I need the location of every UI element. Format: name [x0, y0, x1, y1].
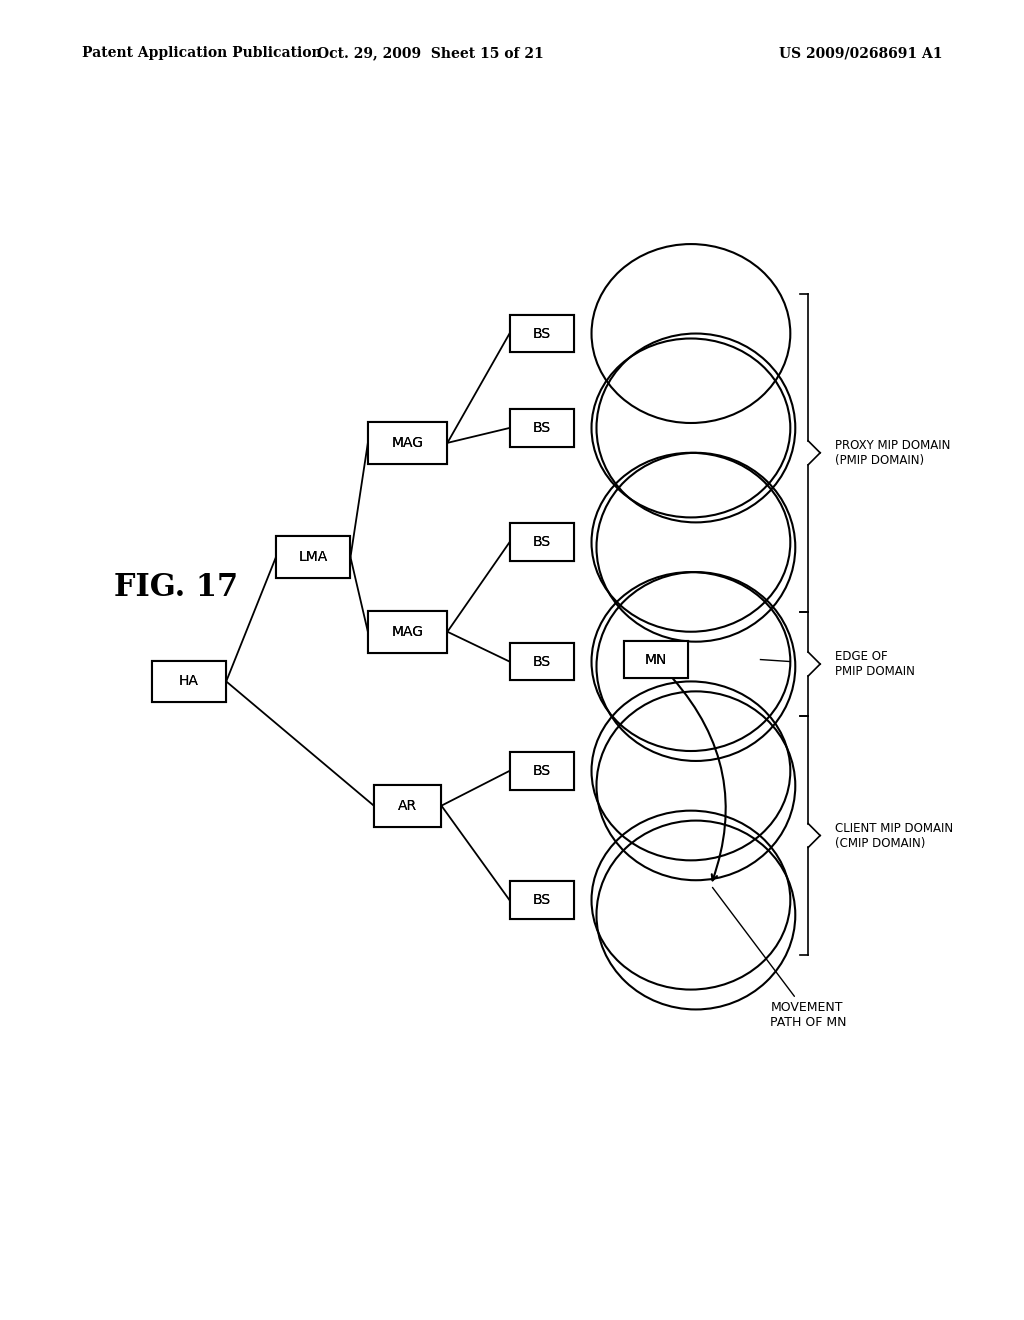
FancyBboxPatch shape [624, 640, 688, 678]
FancyBboxPatch shape [374, 785, 441, 826]
FancyBboxPatch shape [368, 611, 447, 652]
Text: BS: BS [532, 536, 551, 549]
FancyBboxPatch shape [510, 314, 574, 352]
Text: BS: BS [532, 764, 551, 777]
Text: AR: AR [398, 799, 417, 813]
FancyBboxPatch shape [510, 882, 574, 919]
Text: MN: MN [645, 652, 668, 667]
Text: MAG: MAG [391, 624, 424, 639]
FancyBboxPatch shape [510, 643, 574, 680]
Text: BS: BS [532, 894, 551, 907]
Text: Patent Application Publication: Patent Application Publication [82, 46, 322, 61]
Text: US 2009/0268691 A1: US 2009/0268691 A1 [778, 46, 942, 61]
Text: PROXY MIP DOMAIN
(PMIP DOMAIN): PROXY MIP DOMAIN (PMIP DOMAIN) [835, 438, 950, 467]
Text: AR: AR [398, 799, 417, 813]
Text: HA: HA [179, 675, 199, 689]
Text: BS: BS [532, 655, 551, 668]
Text: MAG: MAG [391, 436, 424, 450]
FancyBboxPatch shape [624, 640, 688, 678]
FancyBboxPatch shape [368, 422, 447, 463]
FancyBboxPatch shape [374, 785, 441, 826]
Text: BS: BS [532, 894, 551, 907]
Text: MOVEMENT
PATH OF MN: MOVEMENT PATH OF MN [713, 887, 847, 1030]
Text: BS: BS [532, 421, 551, 436]
FancyBboxPatch shape [510, 752, 574, 789]
Text: LMA: LMA [299, 550, 328, 564]
Text: BS: BS [532, 421, 551, 436]
FancyBboxPatch shape [152, 660, 226, 702]
Text: BS: BS [532, 326, 551, 341]
Text: HA: HA [179, 675, 199, 689]
FancyBboxPatch shape [510, 882, 574, 919]
Text: MAG: MAG [391, 624, 424, 639]
FancyBboxPatch shape [510, 752, 574, 789]
FancyBboxPatch shape [510, 409, 574, 447]
Text: BS: BS [532, 655, 551, 668]
FancyBboxPatch shape [368, 611, 447, 652]
FancyBboxPatch shape [275, 536, 350, 578]
Text: MAG: MAG [391, 436, 424, 450]
FancyBboxPatch shape [510, 524, 574, 561]
Text: Oct. 29, 2009  Sheet 15 of 21: Oct. 29, 2009 Sheet 15 of 21 [316, 46, 544, 61]
FancyBboxPatch shape [152, 660, 226, 702]
Text: MN: MN [645, 652, 668, 667]
FancyBboxPatch shape [510, 409, 574, 447]
Text: BS: BS [532, 764, 551, 777]
FancyBboxPatch shape [510, 524, 574, 561]
FancyBboxPatch shape [510, 643, 574, 680]
Text: BS: BS [532, 326, 551, 341]
FancyBboxPatch shape [510, 314, 574, 352]
FancyBboxPatch shape [368, 422, 447, 463]
FancyBboxPatch shape [275, 536, 350, 578]
Text: FIG. 17: FIG. 17 [115, 572, 239, 602]
Text: CLIENT MIP DOMAIN
(CMIP DOMAIN): CLIENT MIP DOMAIN (CMIP DOMAIN) [835, 821, 953, 850]
Text: EDGE OF
PMIP DOMAIN: EDGE OF PMIP DOMAIN [835, 649, 914, 678]
Text: BS: BS [532, 536, 551, 549]
Text: LMA: LMA [299, 550, 328, 564]
